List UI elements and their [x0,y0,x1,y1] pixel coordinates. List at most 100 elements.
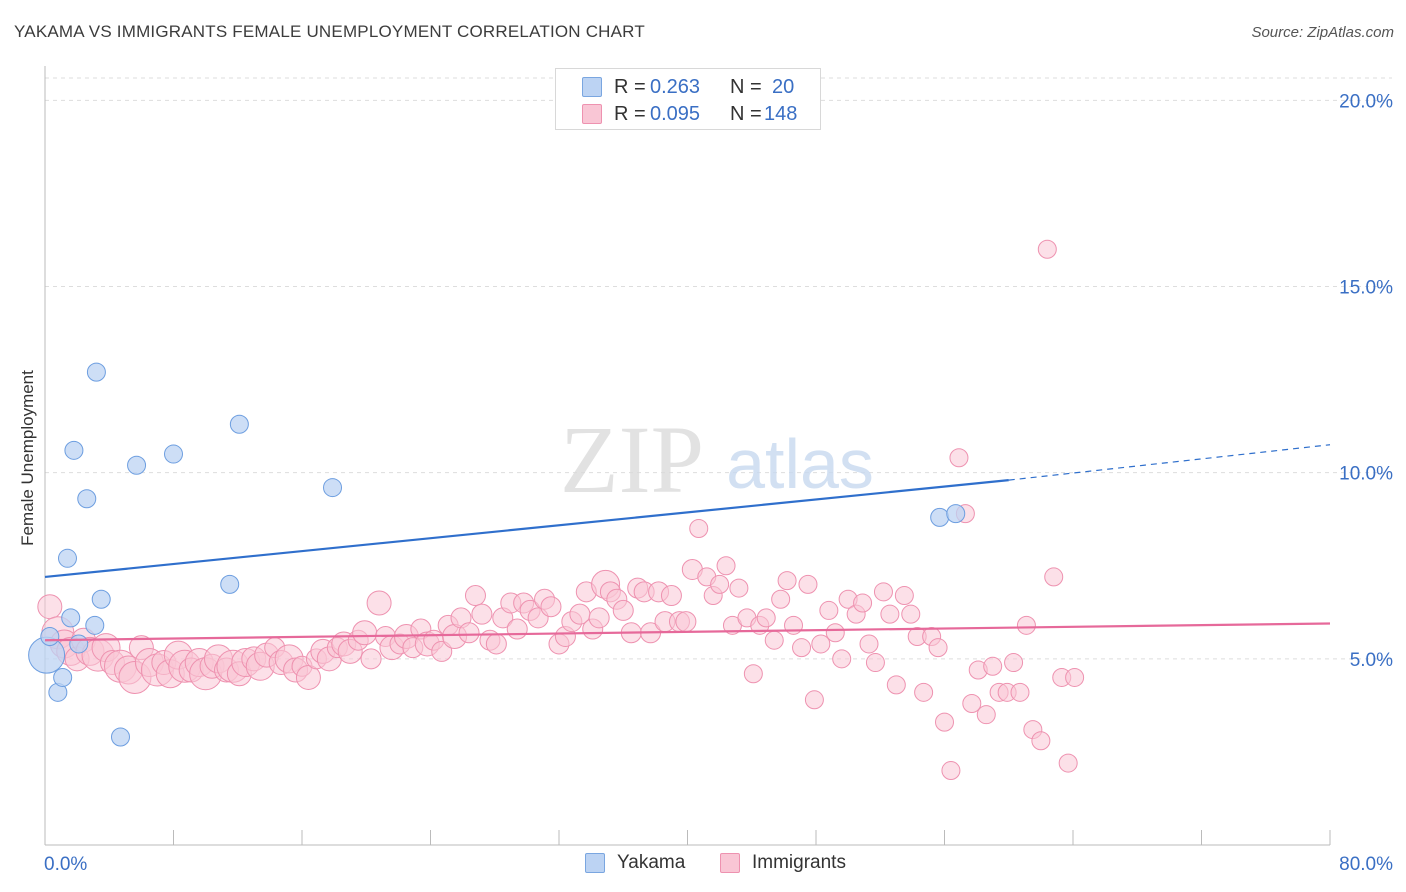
yakama-point [946,504,966,524]
y-tick-label: 20.0% [1339,91,1393,112]
immigrants-point [859,634,879,654]
immigrants-point [1037,239,1057,259]
immigrants-point [612,599,634,621]
immigrants-point [360,648,382,670]
immigrants-point [928,638,948,658]
yakama-point [69,634,89,654]
immigrants-point [366,590,392,616]
yakama-trend-line [44,479,1009,579]
immigrants-point [798,574,818,594]
watermark-atlas: atlas [726,425,874,503]
yakama-point [127,455,147,475]
yakama-point [220,574,240,594]
immigrants-point [743,664,763,684]
immigrants-point [976,705,996,725]
chart-source: Source: ZipAtlas.com [1251,24,1394,41]
tick-labels: 5.0% 10.0% 15.0% 20.0% 0.0% 80.0% [44,91,1393,875]
immigrants-point [1016,615,1036,635]
immigrants-point [777,571,797,591]
immigrants-point [811,634,831,654]
series-legend-yakama: Yakama [585,852,685,874]
immigrants-point [880,604,900,624]
y-tick-label: 15.0% [1339,278,1393,299]
immigrants-point [792,638,812,658]
legend-swatch-immigrants [582,104,602,124]
immigrants-point [894,586,914,606]
yakama-point [61,608,81,628]
yakama-point [85,615,105,635]
immigrants-point [540,596,562,618]
yakama-point [53,667,73,687]
y-tick-label: 5.0% [1350,650,1393,671]
immigrants-point [873,582,893,602]
legend-n-label: N = [730,75,762,98]
immigrants-point [1058,753,1078,773]
immigrants-point [825,623,845,643]
immigrants-point [464,585,486,607]
legend-r-label: R = [614,102,646,125]
grid-layer [45,77,1392,660]
immigrants-point [1010,682,1030,702]
immigrants-point [710,574,730,594]
immigrants-point [804,690,824,710]
immigrants-point [471,603,493,625]
immigrants-point [1031,731,1051,751]
legend-swatch-yakama [582,77,602,97]
immigrants-point [901,604,921,624]
immigrants-trend-line [44,622,1331,642]
watermark-zip: ZIP [560,406,704,513]
yakama-trend-extension [1008,444,1331,481]
yakama-point [930,507,950,527]
immigrants-point [886,675,906,695]
immigrants-point [941,761,961,781]
chart-title: YAKAMA VS IMMIGRANTS FEMALE UNEMPLOYMENT… [14,22,645,41]
immigrants-point [458,622,480,644]
correlation-legend: R = 0.263 N = 20 R = 0.095 N = 148 [555,68,821,130]
immigrants-point [675,611,697,633]
series-legend: Yakama Immigrants [0,852,1406,878]
immigrants-point [983,656,1003,676]
yakama-point [323,478,343,498]
legend-row-immigrants: R = 0.095 N = 148 [582,102,797,126]
y-tick-label: 10.0% [1339,464,1393,485]
legend-row-yakama: R = 0.263 N = 20 [582,75,794,99]
series-legend-immigrants: Immigrants [720,852,846,874]
immigrants-point [506,618,528,640]
axes-layer [44,66,1331,846]
legend-n-value: 148 [764,102,798,125]
series-swatch-immigrants [720,853,740,873]
immigrants-point [865,653,885,673]
trend-layer [44,444,1331,642]
yakama-point [64,440,84,460]
legend-n-value: 20 [772,75,795,98]
immigrants-point [37,594,63,620]
yakama-point [77,489,97,509]
x-tick-label: 80.0% [1339,854,1393,875]
immigrants-point [660,585,682,607]
immigrants-point [853,593,873,613]
immigrants-point [756,608,776,628]
legend-r-label: R = [614,75,646,98]
yakama-point [57,548,77,568]
yakama-point [229,414,249,434]
series-label-immigrants: Immigrants [752,852,846,873]
immigrants-point [764,630,784,650]
legend-r-value: 0.095 [650,102,701,125]
immigrants-point [1004,653,1024,673]
legend-n-label: N = [730,102,762,125]
legend-r-value: 0.263 [650,75,701,98]
immigrants-point [352,620,378,646]
immigrants-point [689,519,709,539]
points-layer [28,239,1085,781]
x-tick-label: 0.0% [44,854,87,875]
immigrants-point [935,712,954,732]
immigrants-point [1065,667,1085,687]
immigrants-point [588,607,610,629]
immigrants-point [729,578,749,598]
immigrants-point [949,448,969,468]
immigrants-point [716,556,736,576]
immigrants-point [485,633,507,655]
yakama-point [110,727,130,747]
immigrants-point [771,589,791,609]
yakama-point [164,444,183,464]
